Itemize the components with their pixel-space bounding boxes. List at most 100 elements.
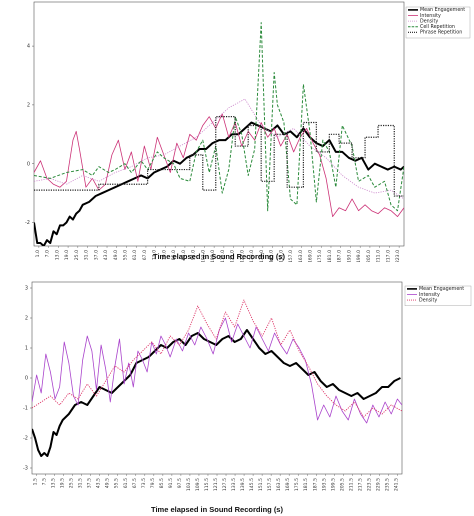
- x-tick-label: 127.0: [239, 250, 245, 262]
- y-tick-label: 2: [27, 102, 30, 108]
- y-tick-label: 0: [27, 161, 30, 167]
- x-tick-label: 217.0: [385, 250, 391, 262]
- x-tick-label: 193.0: [346, 250, 352, 262]
- x-tick-label: 13.5: [51, 478, 57, 488]
- x-tick-label: 187.0: [337, 250, 343, 262]
- y-tick-label: -3: [23, 466, 28, 472]
- x-tick-label: 175.5: [294, 478, 300, 491]
- x-tick-label: 103.5: [186, 478, 192, 491]
- legend-entry: Phrase Repetition: [420, 30, 462, 36]
- x-tick-label: 211.0: [376, 250, 382, 262]
- y-tick-label: 2: [25, 316, 28, 322]
- legend-box: [404, 285, 472, 306]
- x-tick-label: 151.0: [278, 250, 284, 262]
- legend-entry: Intensity: [419, 292, 440, 298]
- x-tick-label: 49.0: [113, 250, 119, 260]
- x-tick-label: 49.5: [105, 478, 111, 488]
- x-tick-label: 91.0: [181, 250, 187, 260]
- x-tick-label: 31.5: [78, 478, 84, 488]
- series-line-density: [32, 299, 402, 418]
- x-tick-label: 25.0: [74, 250, 80, 260]
- y-tick-label: 4: [27, 44, 30, 50]
- x-tick-label: 211.5: [348, 478, 354, 491]
- x-tick-label: 13.0: [54, 250, 60, 260]
- x-tick-label: 205.5: [339, 478, 345, 491]
- x-tick-label: 55.0: [123, 250, 129, 260]
- x-tick-label: 1.0: [35, 250, 41, 257]
- x-tick-label: 169.0: [308, 250, 314, 262]
- x-tick-label: 97.0: [191, 250, 197, 260]
- x-axis-label: Time elapsed in Sound Recording (s): [153, 252, 285, 261]
- series-line-density: [34, 98, 404, 200]
- x-tick-label: 67.5: [132, 478, 138, 488]
- x-tick-label: 7.0: [45, 250, 51, 257]
- x-tick-label: 139.5: [240, 478, 246, 491]
- y-tick-label: -2: [25, 220, 30, 226]
- x-tick-label: 97.5: [177, 478, 183, 488]
- x-tick-label: 181.5: [303, 478, 309, 491]
- chart-top: -2 0 2 4 1.0 7.0 13.0 19.0 25.0 31.0 37.0 43.0 49.0 5…: [25, 1, 471, 262]
- x-tick-label: 133.0: [249, 250, 255, 262]
- x-tick-label: 25.5: [69, 478, 75, 488]
- series-line-intensity: [32, 317, 402, 424]
- x-tick-label: 19.5: [60, 478, 66, 488]
- x-tick-label: 157.5: [267, 478, 273, 491]
- x-tick-label: 19.0: [64, 250, 70, 260]
- x-tick-label: 181.0: [327, 250, 333, 262]
- x-tick-label: 241.5: [393, 478, 399, 491]
- x-tick-label: 43.5: [96, 478, 102, 488]
- plot-frame: [33, 1, 405, 247]
- x-tick-label: 7.5: [42, 478, 48, 485]
- legend-entry: Density: [419, 297, 437, 303]
- x-tick-label: 157.0: [288, 250, 294, 262]
- x-tick-label: 169.5: [285, 478, 291, 491]
- series-line-mean-engagement: [32, 329, 401, 457]
- y-tick-label: -2: [23, 436, 28, 442]
- x-tick-label: 1.5: [33, 478, 39, 485]
- x-tick-label: 223.0: [395, 250, 401, 262]
- x-tick-label: 109.5: [195, 478, 201, 491]
- x-tick-label: 205.0: [366, 250, 372, 262]
- x-tick-label: 133.5: [231, 478, 237, 491]
- x-tick-label: 151.5: [258, 478, 264, 491]
- x-tick-label: 79.0: [161, 250, 167, 260]
- legend-entry: Density: [420, 18, 438, 24]
- x-tick-label: 109.0: [210, 250, 216, 262]
- series-line-cell-repetition: [34, 22, 404, 212]
- plot-frame: [31, 281, 403, 475]
- x-tick-label: 121.5: [213, 478, 219, 491]
- x-tick-label: 229.5: [375, 478, 381, 491]
- x-tick-label: 145.5: [249, 478, 255, 491]
- x-tick-label: 199.5: [330, 478, 336, 491]
- x-axis-label: Time elapsed in Sound Recording (s): [151, 505, 283, 514]
- chart-bottom: -3 -2 -1 0 1 2 3 1.5 7.5 13.5 19.5 25.5 31.5 37.5 43.5…: [0, 262, 474, 516]
- x-tick-label: 67.0: [142, 250, 148, 260]
- x-tick-label: 91.5: [168, 478, 174, 488]
- y-tick-label: 0: [25, 376, 28, 382]
- x-tick-label: 37.0: [93, 250, 99, 260]
- x-tick-label: 43.0: [103, 250, 109, 260]
- x-tick-label: 37.5: [87, 478, 93, 488]
- x-tick-label: 193.5: [321, 478, 327, 491]
- legend-entry: Intensity: [420, 13, 441, 19]
- x-tick-label: 145.0: [269, 250, 275, 262]
- y-tick-label: -1: [23, 406, 28, 412]
- x-tick-label: 55.5: [114, 478, 120, 488]
- x-tick-label: 115.0: [220, 250, 226, 262]
- series-line-intensity: [34, 113, 404, 218]
- x-tick-label: 187.5: [312, 478, 318, 491]
- x-tick-label: 73.0: [152, 250, 158, 260]
- x-tick-label: 31.0: [84, 250, 90, 260]
- y-tick-label: 3: [25, 286, 28, 292]
- x-tick-label: 115.5: [204, 478, 210, 491]
- x-tick-label: 85.5: [159, 478, 165, 488]
- x-tick-label: 235.5: [384, 478, 390, 491]
- x-tick-label: 73.5: [141, 478, 147, 488]
- legend-entry: Mean Engagement: [419, 286, 464, 292]
- series-line-mean-engagement: [34, 121, 404, 246]
- x-tick-label: 127.5: [222, 478, 228, 491]
- legend-entry: Cell Repetition: [420, 24, 455, 30]
- legend-entry: Mean Engagement: [420, 7, 465, 13]
